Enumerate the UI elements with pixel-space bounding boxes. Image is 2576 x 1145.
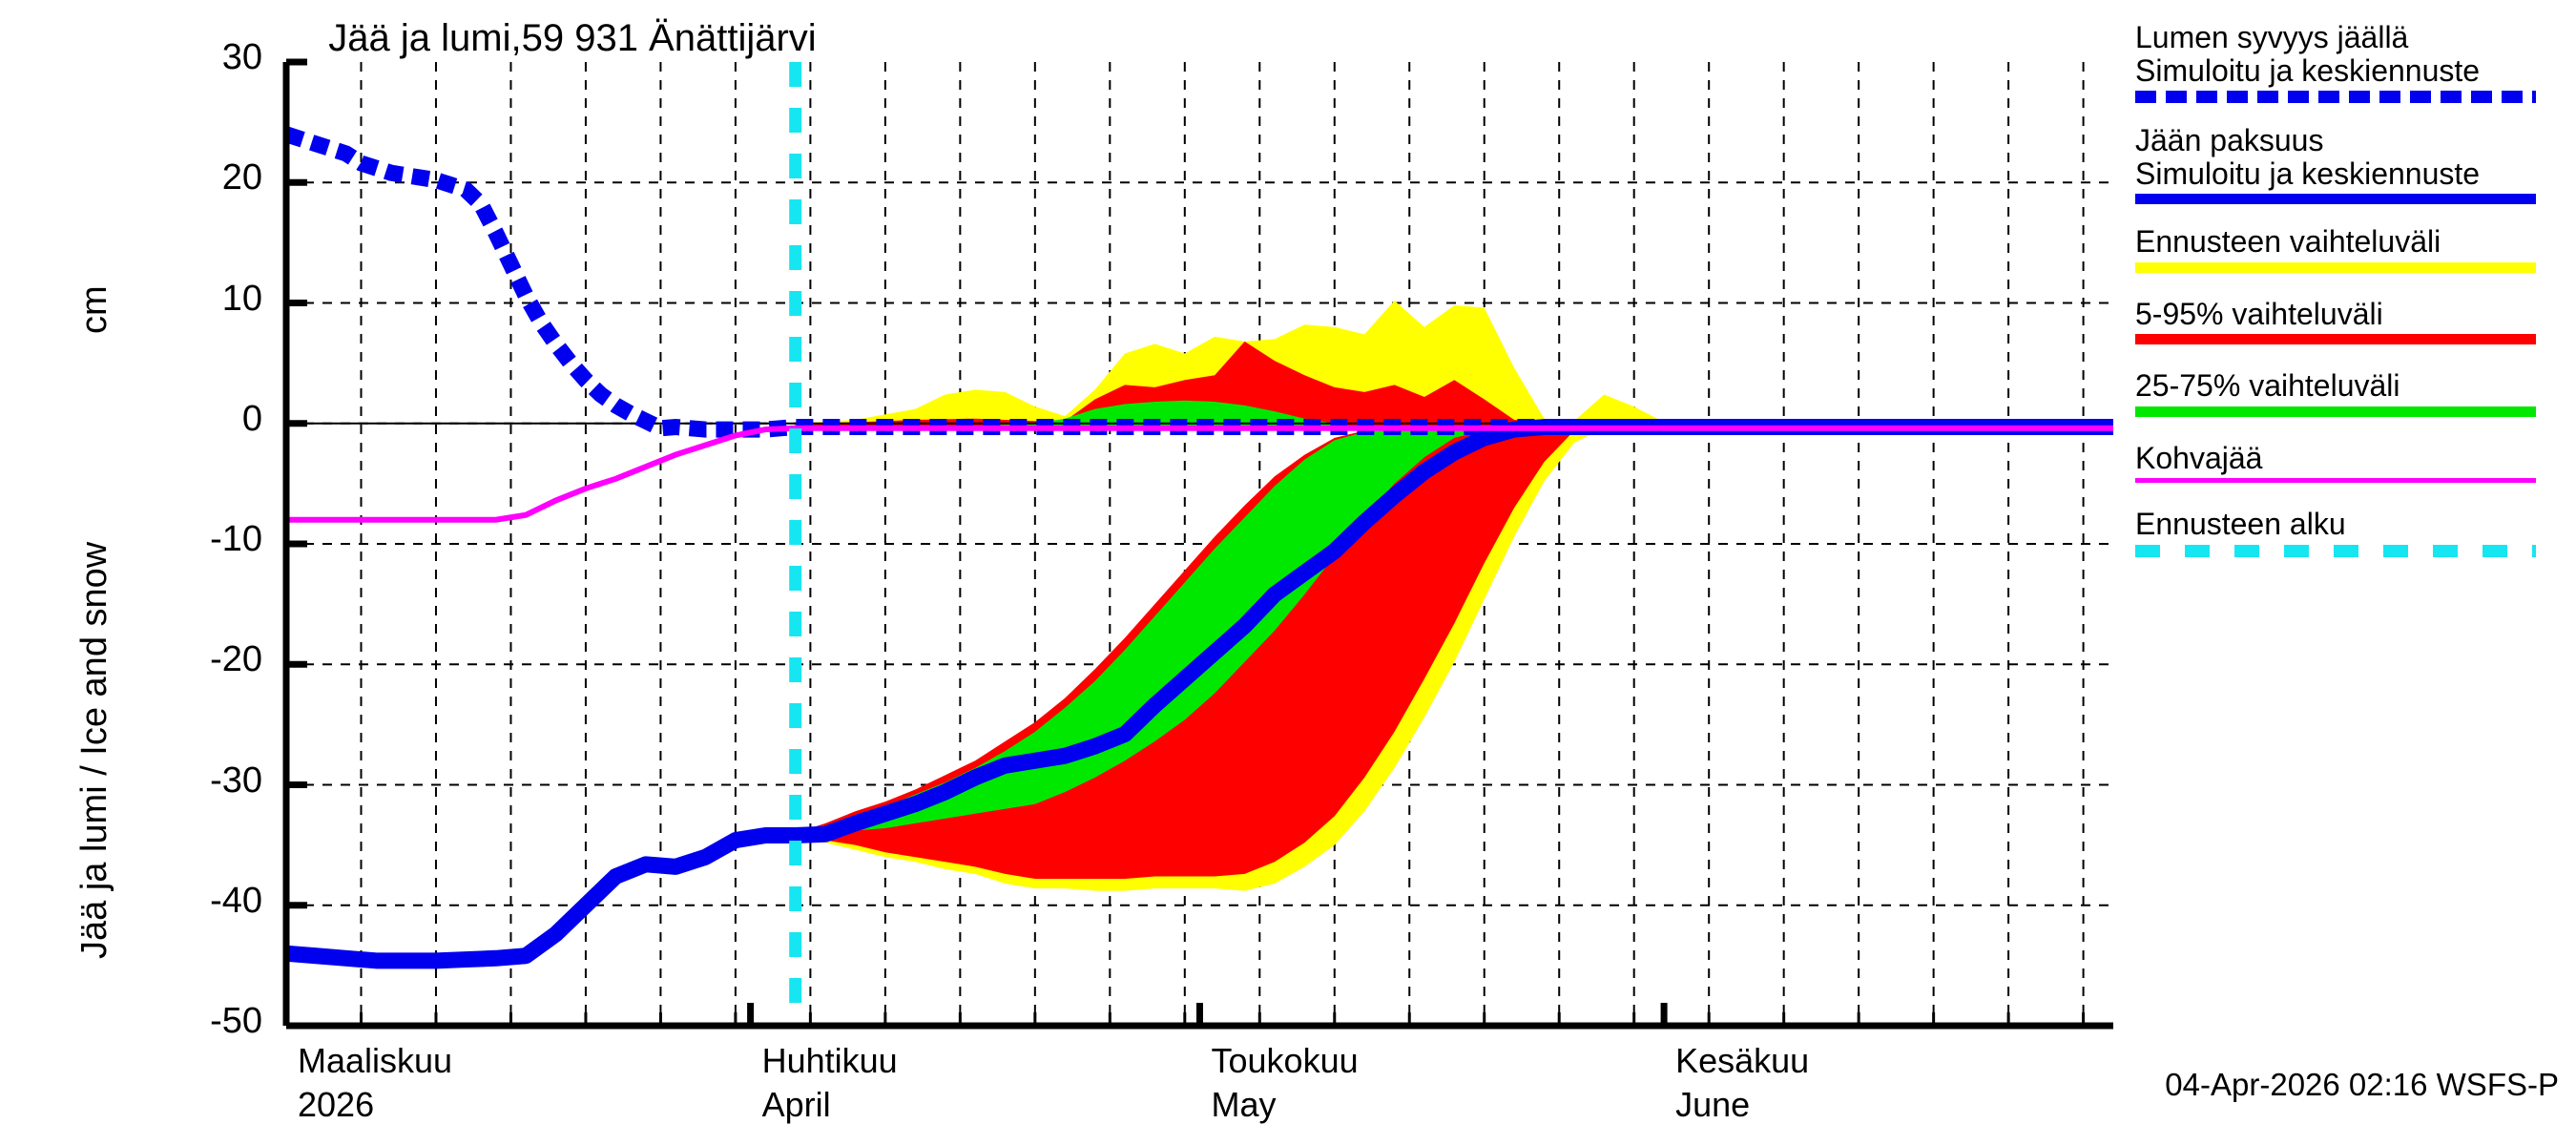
legend-swatch [2135, 544, 2536, 557]
x-axis-tick-label-en: 2026 [298, 1085, 375, 1124]
legend-entry: Lumen syvyys jäällä Simuloitu ja keskienn… [2135, 20, 2574, 104]
legend-entry: Ennusteen vaihteluväli [2135, 225, 2574, 273]
x-axis-tick-label-fi: Maaliskuu [298, 1041, 453, 1080]
y-axis-tick-label: 10 [221, 278, 262, 319]
legend-label-primary: Kohvajää [2135, 440, 2263, 475]
legend-label-primary: 25-75% vaihteluväli [2135, 368, 2400, 404]
y-axis-tick-label: -10 [210, 519, 262, 559]
legend-entry: 5-95% vaihteluväli [2135, 298, 2574, 345]
legend-swatch [2135, 334, 2536, 345]
x-axis-tick-label-fi: Kesäkuu [1675, 1041, 1810, 1080]
legend-entry: Kohvajää [2135, 442, 2574, 484]
legend-label-primary: Jään paksuus [2135, 123, 2324, 158]
x-axis-tick-label-en: June [1675, 1085, 1751, 1124]
legend-swatch [2135, 478, 2536, 484]
legend-label-secondary: Simuloitu ja keskiennuste [2135, 52, 2481, 88]
x-axis-tick-label-fi: Toukokuu [1211, 1041, 1359, 1080]
page-title: Jää ja lumi,59 931 Änättijärvi [328, 17, 817, 59]
legend-swatch [2135, 91, 2536, 104]
timestamp-footer: 04-Apr-2026 02:16 WSFS-P [2165, 1067, 2559, 1102]
y-axis-tick-label: -30 [210, 760, 262, 801]
series-line-kohvajaa [286, 425, 2113, 523]
legend-swatch [2135, 406, 2536, 417]
legend-entry: Ennusteen alku [2135, 508, 2574, 557]
series-line-ice-thickness [285, 419, 2113, 969]
y-axis-tick-label: -40 [210, 880, 262, 921]
legend-label-primary: Ennusteen alku [2135, 507, 2346, 542]
forecast-band [795, 341, 1605, 427]
y-axis-tick-label: 20 [221, 157, 262, 198]
x-axis-tick-label-en: May [1211, 1085, 1277, 1124]
legend-label-primary: Lumen syvyys jäällä [2135, 20, 2409, 54]
y-axis-tick-label: -50 [210, 1001, 262, 1041]
y-axis-tick-label: -20 [210, 639, 262, 680]
legend-label-primary: 5-95% vaihteluväli [2135, 296, 2383, 331]
y-axis-tick-label: 30 [221, 37, 262, 77]
legend-entry: Jään paksuus Simuloitu ja keskiennuste [2135, 123, 2574, 205]
x-axis-tick-label-fi: Huhtikuu [761, 1041, 898, 1080]
x-axis-tick-label-en: April [761, 1085, 831, 1124]
legend-label-primary: Ennusteen vaihteluväli [2135, 224, 2441, 260]
chart-legend: Lumen syvyys jäällä Simuloitu ja keskienn… [2135, 21, 2574, 582]
legend-entry: 25-75% vaihteluväli [2135, 369, 2574, 417]
y-axis-tick-label: 0 [241, 398, 262, 439]
legend-label-secondary: Simuloitu ja keskiennuste [2135, 156, 2481, 191]
legend-swatch [2135, 194, 2536, 205]
forecast-band [795, 427, 1515, 837]
legend-swatch [2135, 261, 2536, 273]
